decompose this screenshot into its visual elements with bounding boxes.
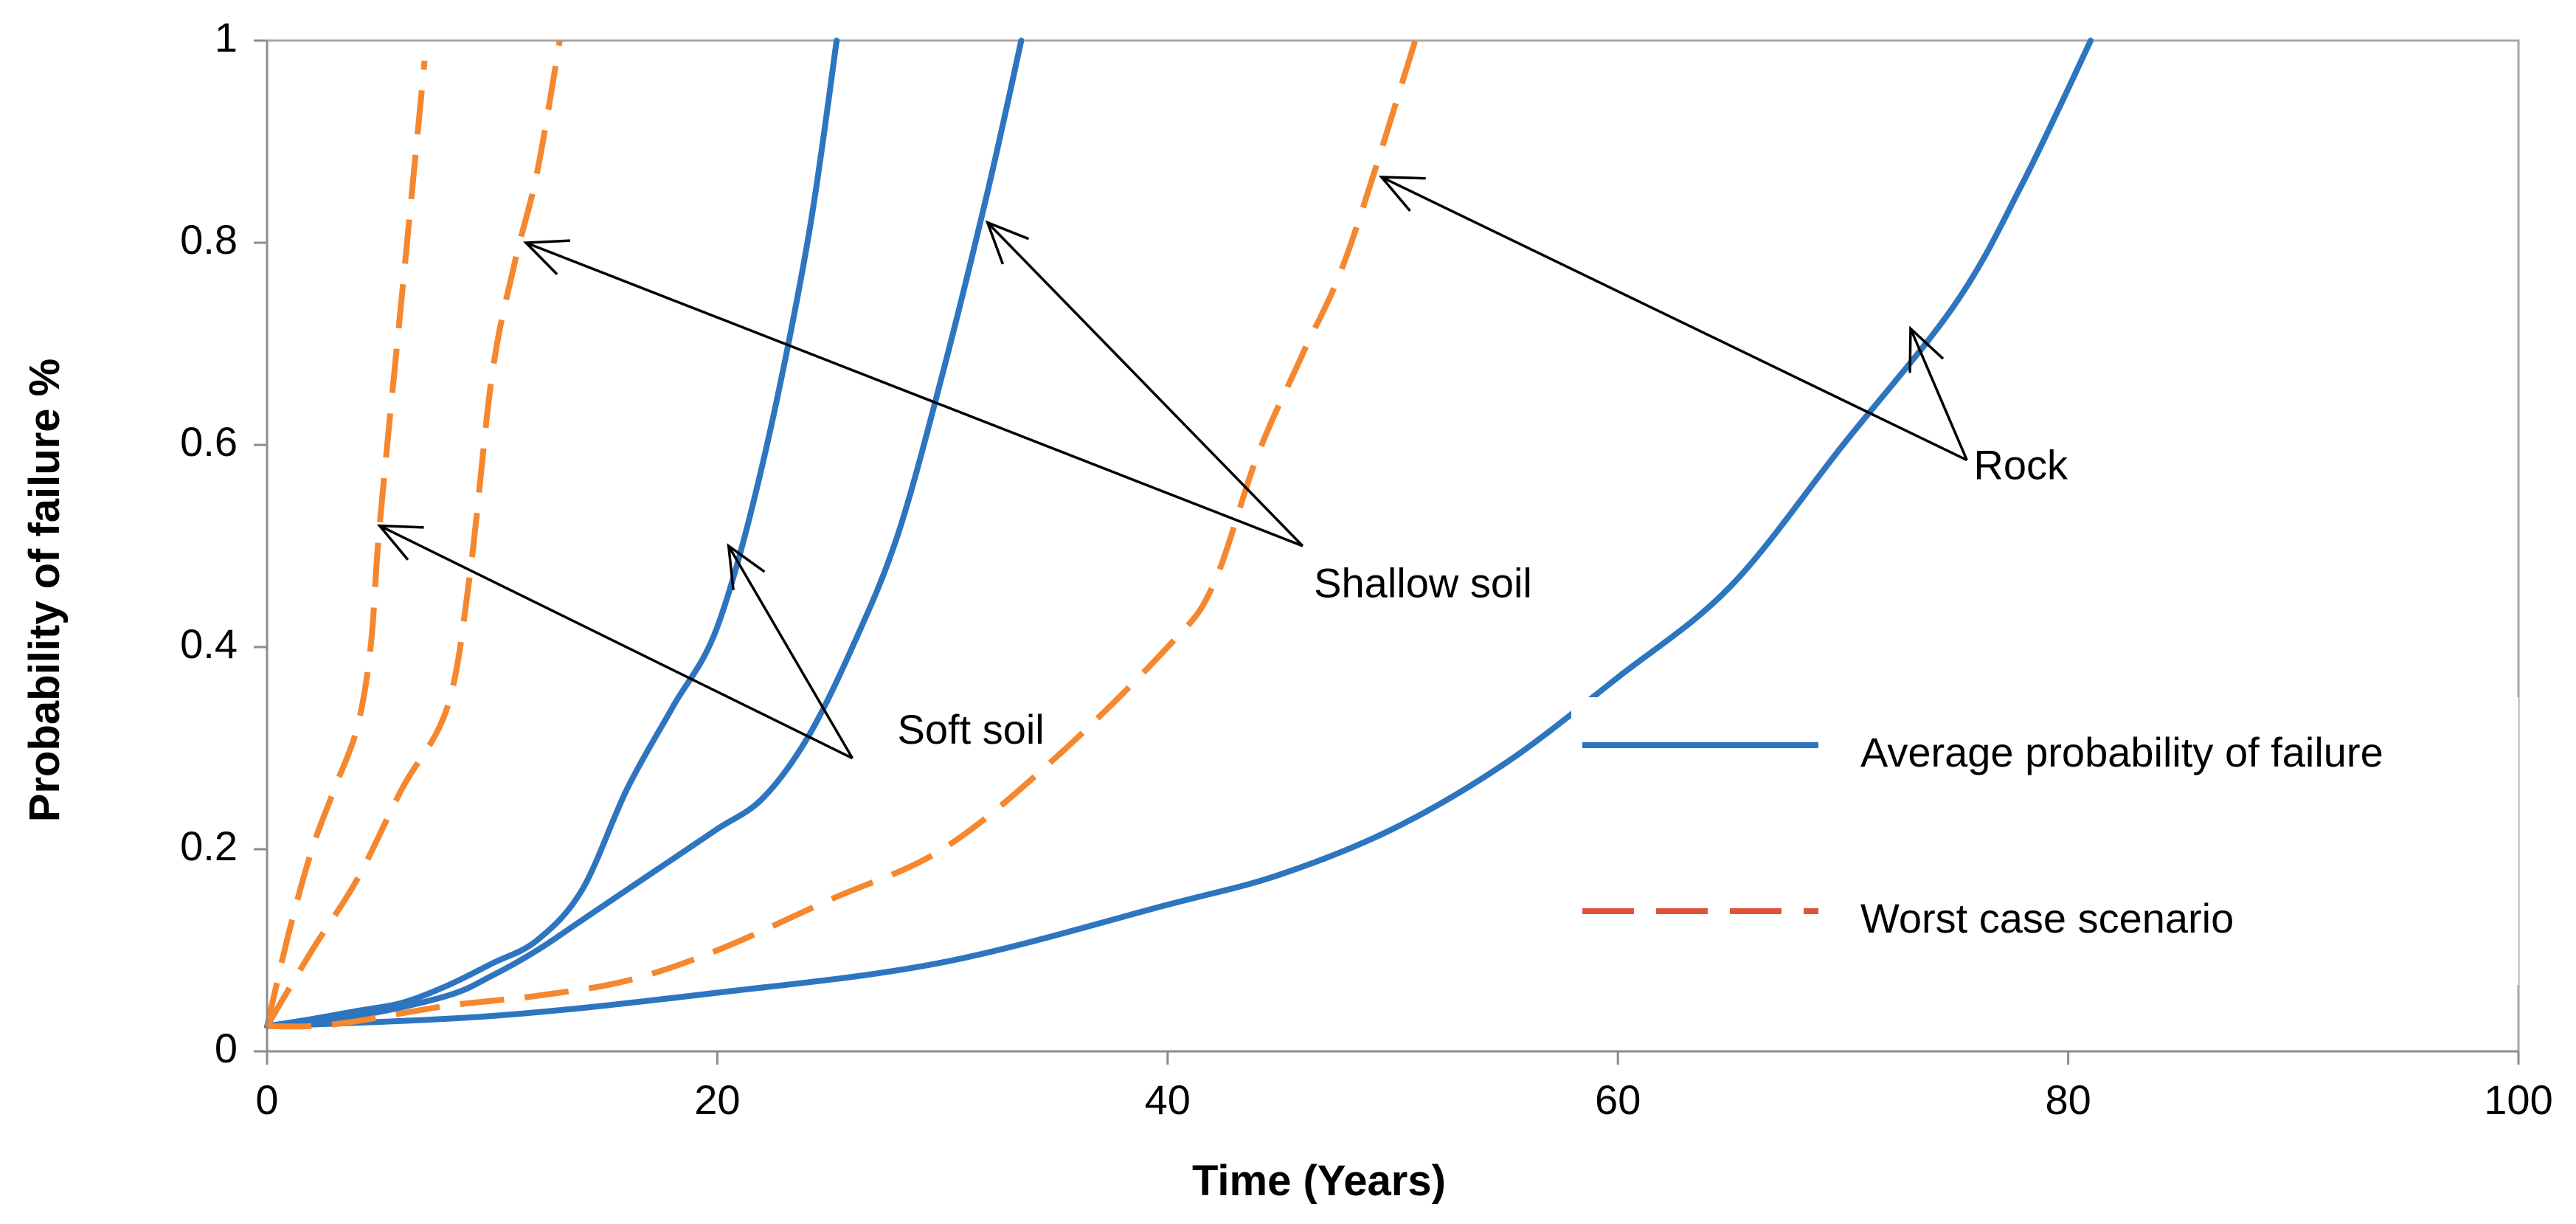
soft-soil-arrowhead (376, 524, 424, 561)
rock-average-line (264, 38, 2094, 1029)
shallow-soil-average-line (264, 38, 1025, 1029)
soft-soil-arrow-line (378, 525, 854, 760)
shallow-soil-label: Shallow soil (1314, 560, 1532, 606)
soft-soil-arrowhead (727, 543, 766, 590)
legend-label-worst: Worst case scenario (1860, 895, 2234, 941)
shallow-soil-worst-line (264, 40, 563, 1028)
rock-arrow-line (1909, 328, 1968, 461)
x-tick-label: 20 (694, 1076, 740, 1123)
x-axis-title: Time (Years) (1192, 1157, 1446, 1205)
soft-soil-arrow-line (727, 545, 854, 759)
y-tick-label: 1 (215, 14, 238, 60)
x-tick-label: 0 (255, 1076, 278, 1123)
x-tick-label: 60 (1595, 1076, 1641, 1123)
shallow-soil-arrowhead (985, 220, 1030, 265)
rock-label: Rock (1973, 441, 2068, 488)
shallow-soil-arrow-line (986, 221, 1304, 547)
soft-soil-label: Soft soil (898, 706, 1045, 753)
rock-arrowhead (1908, 325, 1945, 373)
y-tick-label: 0 (215, 1025, 238, 1071)
y-tick-label: 0.8 (180, 216, 238, 263)
y-tick-label: 0.4 (180, 620, 238, 667)
y-axis-title: Probability of failure % (21, 359, 69, 822)
rock-arrow-line (1380, 176, 1968, 462)
shallow-soil-arrow-line (525, 241, 1303, 547)
legend-label-average: Average probability of failure (1860, 729, 2383, 775)
soft-soil-worst-line (264, 60, 428, 1027)
x-tick-label: 100 (2484, 1076, 2552, 1123)
soft-soil-average-line (264, 38, 840, 1029)
shallow-soil-arrowhead (522, 239, 570, 275)
y-tick-label: 0.6 (180, 418, 238, 465)
x-tick-label: 40 (1145, 1076, 1191, 1123)
x-tick-label: 80 (2045, 1076, 2091, 1123)
y-tick-label: 0.2 (180, 823, 238, 869)
rock-arrowhead (1378, 176, 1426, 212)
rock-worst-line (266, 39, 1419, 1030)
